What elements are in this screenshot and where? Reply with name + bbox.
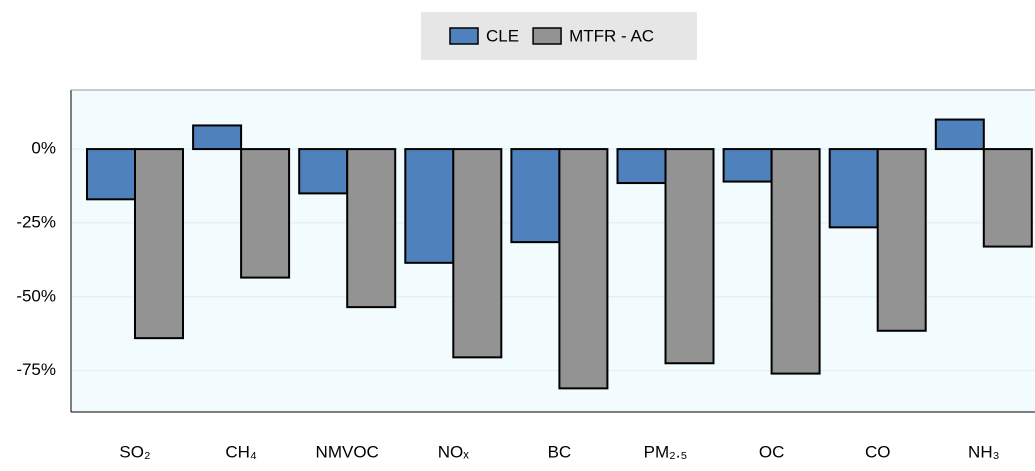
- x-tick-label: NH₃: [968, 442, 999, 461]
- bar: [134, 148, 184, 340]
- bar: [876, 148, 927, 332]
- x-tick-label: CO: [865, 442, 891, 461]
- bar: [558, 148, 609, 390]
- x-tick-label: NMVOC: [316, 442, 379, 461]
- legend-label: CLE: [486, 26, 519, 45]
- bar: [404, 148, 455, 264]
- bar: [722, 148, 773, 183]
- x-tick-label: BC: [548, 442, 572, 461]
- legend-label: MTFR - AC: [569, 26, 654, 45]
- bar: [240, 148, 291, 279]
- y-tick-label: -75%: [16, 360, 56, 379]
- bar: [452, 148, 503, 359]
- bar: [664, 148, 715, 365]
- bar: [346, 148, 397, 309]
- bar: [828, 148, 879, 229]
- x-tick-label: NOₓ: [438, 442, 470, 461]
- bar: [616, 148, 667, 185]
- bar: [510, 148, 561, 244]
- legend-swatch: [449, 27, 479, 45]
- bar: [982, 148, 1033, 248]
- bar: [298, 148, 349, 195]
- legend-swatch: [532, 27, 562, 45]
- bar: [192, 124, 243, 151]
- x-tick-label: PM₂.₅: [644, 442, 688, 461]
- y-tick-label: 0%: [31, 139, 56, 158]
- bar: [86, 148, 136, 201]
- y-tick-label: -50%: [16, 286, 56, 305]
- x-tick-label: OC: [759, 442, 785, 461]
- bar: [934, 118, 985, 151]
- x-tick-label: CH₄: [225, 442, 257, 461]
- bar: [770, 148, 821, 375]
- y-tick-label: -25%: [16, 212, 56, 231]
- x-tick-label: SO₂: [119, 442, 150, 461]
